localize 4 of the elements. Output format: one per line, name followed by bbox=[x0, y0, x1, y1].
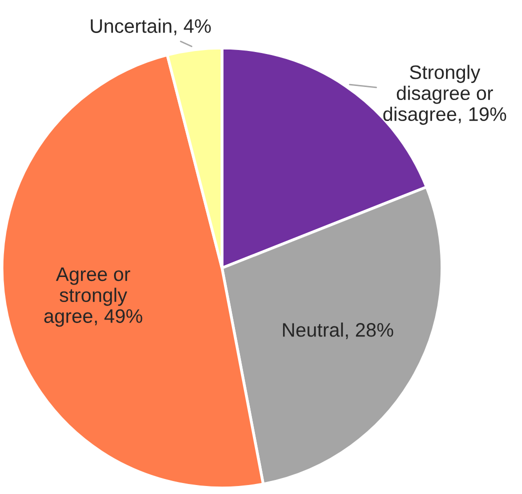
slice-label: Agree or strongly agree, 49% bbox=[44, 268, 142, 327]
slice-label: Neutral, 28% bbox=[283, 322, 394, 340]
slice-label: Strongly disagree or disagree, 19% bbox=[383, 64, 506, 125]
slice-label: Uncertain, 4% bbox=[90, 18, 211, 36]
